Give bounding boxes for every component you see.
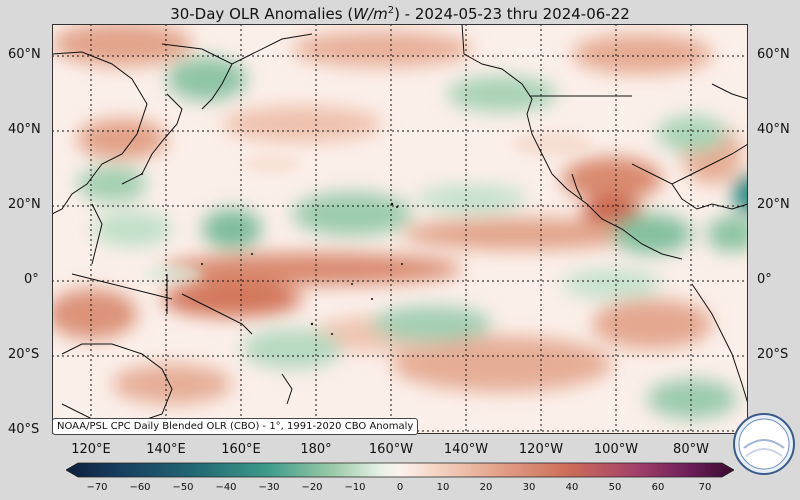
colorbar-tick: −10 <box>344 482 366 493</box>
lon-label-160e: 160°E <box>221 442 261 457</box>
lon-label-180: 180° <box>300 442 332 457</box>
nevlab-logo <box>733 413 795 475</box>
colorbar-tick: −30 <box>258 482 280 493</box>
colorbar <box>66 462 734 478</box>
lat-label-20s-right: 20°S <box>757 347 789 362</box>
colorbar-tick: 50 <box>608 482 622 493</box>
lon-label-140e: 140°E <box>146 442 186 457</box>
colorbar-tick: −70 <box>86 482 108 493</box>
map-title: 30-Day OLR Anomalies (W/m2) - 2024-05-23… <box>170 5 630 23</box>
colorbar-tick: 20 <box>479 482 493 493</box>
lon-label-80w: 80°W <box>673 442 709 457</box>
lon-label-160w: 160°W <box>368 442 414 457</box>
colorbar-tick: −50 <box>172 482 194 493</box>
lon-label-100w: 100°W <box>593 442 639 457</box>
lon-label-120w: 120°W <box>518 442 564 457</box>
lat-label-40n-right: 40°N <box>757 122 790 137</box>
map-canvas <box>52 24 748 434</box>
colorbar-tick: 10 <box>436 482 450 493</box>
lat-label-eq-left: 0° <box>24 272 39 287</box>
olr-anomaly-map <box>52 24 748 434</box>
colorbar-tick: 30 <box>522 482 536 493</box>
lon-label-120e: 120°E <box>71 442 111 457</box>
lat-label-20s-left: 20°S <box>8 347 40 362</box>
colorbar-tick: 60 <box>651 482 665 493</box>
lat-label-60n-right: 60°N <box>757 47 790 62</box>
colorbar-tick: 40 <box>565 482 579 493</box>
lon-label-140w: 140°W <box>443 442 489 457</box>
lat-label-20n-left: 20°N <box>8 197 41 212</box>
colorbar-tick: −60 <box>129 482 151 493</box>
colorbar-tick: −20 <box>301 482 323 493</box>
lat-label-40s-left: 40°S <box>8 422 40 437</box>
data-source-note: NOAA/PSL CPC Daily Blended OLR (CBO) - 1… <box>52 418 419 435</box>
colorbar-tick: 70 <box>698 482 712 493</box>
lat-label-60n-left: 60°N <box>8 47 41 62</box>
colorbar-tick: 0 <box>396 482 404 493</box>
lat-label-eq-right: 0° <box>757 272 772 287</box>
lat-label-20n-right: 20°N <box>757 197 790 212</box>
colorbar-tick: −40 <box>215 482 237 493</box>
lat-label-40n-left: 40°N <box>8 122 41 137</box>
anomaly-field <box>52 24 748 419</box>
